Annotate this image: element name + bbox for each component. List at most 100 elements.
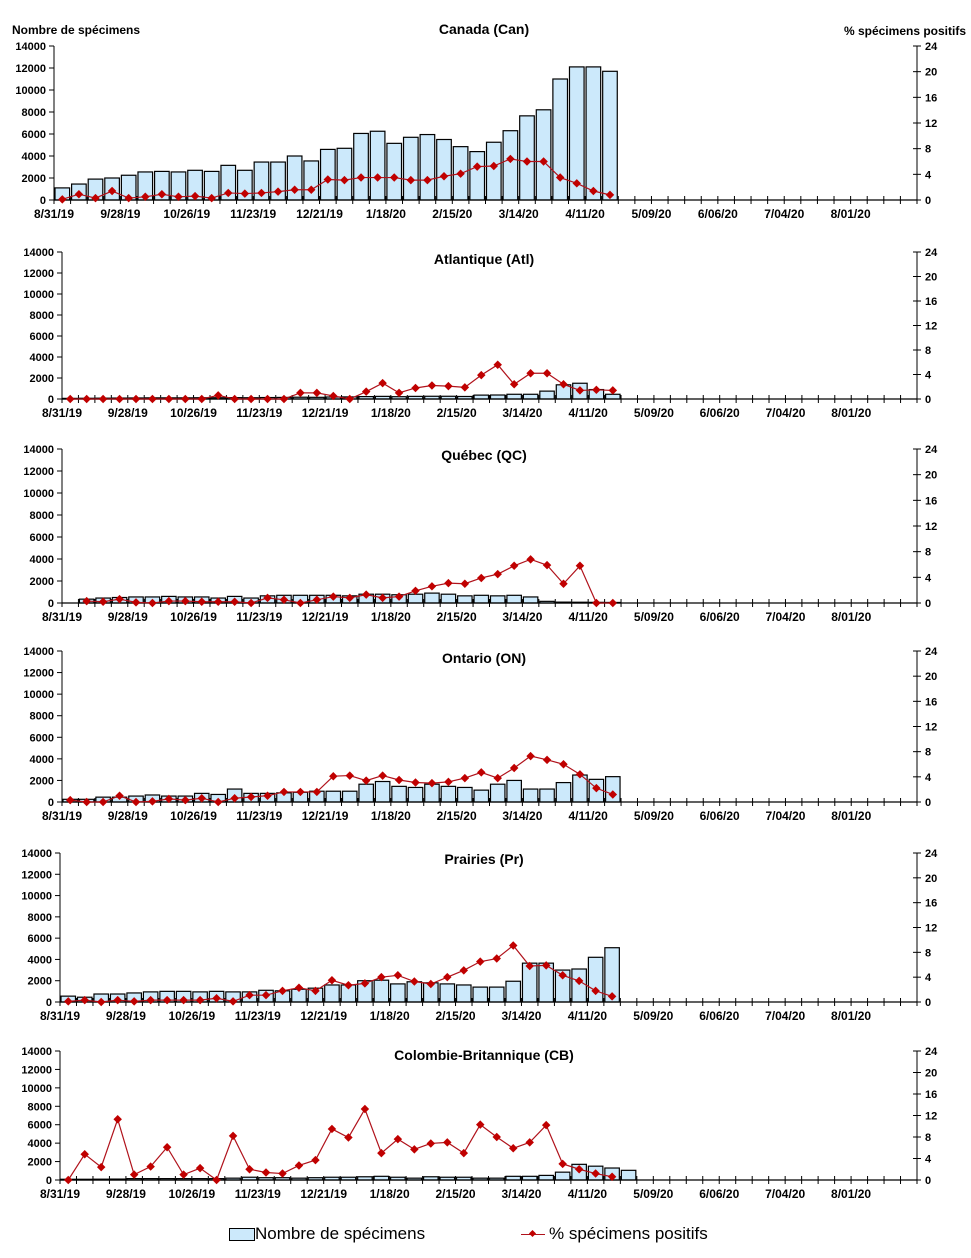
y-tick-label: 2000 [28,1157,52,1169]
chart-title: Ontario (ON) [442,650,526,666]
x-tick-label: 5/09/20 [634,809,674,823]
line-marker [591,986,600,996]
y2-tick-label: 4 [925,772,932,784]
y-tick-label: 0 [48,394,54,406]
line-marker [411,383,420,393]
x-tick-label: 10/26/19 [170,406,217,420]
y2-tick-label: 8 [925,947,931,959]
bar [391,785,407,803]
bar [522,596,539,604]
x-tick-label: 7/04/20 [765,1009,805,1023]
line-marker [312,388,322,398]
y-tick-label: 10000 [21,891,52,903]
x-tick-label: 8/31/19 [40,1009,80,1023]
y-tick-label: 12000 [23,268,54,280]
y-tick-label: 4000 [30,754,54,766]
y2-tick-label: 0 [925,1175,931,1187]
line-marker [340,175,349,185]
legend-item-bars: Nombre de spécimens [229,1224,425,1244]
line-marker [148,394,157,404]
bar [407,786,424,803]
x-tick-label: 10/26/19 [170,809,217,823]
line-marker [279,394,289,404]
x-tick-label: 6/06/20 [698,207,738,221]
y2-tick-label: 16 [925,696,937,708]
bar [407,593,424,604]
line-marker [345,771,354,780]
right-axis-title: % spécimens positifs [844,24,966,38]
y-tick-label: 6000 [28,933,52,945]
y2-tick-label: 24 [925,1046,938,1058]
bar [402,136,419,201]
x-tick-label: 7/04/20 [765,1187,805,1201]
line-marker [427,381,437,390]
y2-tick-label: 20 [925,671,937,683]
line-marker [493,773,502,783]
left-axis-title: Nombre de spécimens [12,23,140,37]
x-tick-label: 4/11/20 [568,406,608,420]
x-tick-label: 4/11/20 [565,207,605,221]
line-marker [558,1159,567,1169]
chart-title: Colombie-Britannique (CB) [394,1047,574,1063]
x-tick-label: 7/04/20 [765,610,805,624]
line-marker [492,1132,501,1142]
y2-tick-label: 12 [925,1111,937,1123]
line-marker [195,1163,205,1173]
y-tick-label: 0 [40,195,46,207]
line-marker [591,1169,600,1178]
x-tick-label: 3/14/20 [502,406,542,420]
line-marker [164,394,174,404]
y2-tick-label: 20 [925,1068,937,1080]
line-marker [345,593,354,603]
bar [489,595,506,604]
line-marker [439,172,449,181]
bar [369,130,386,201]
y-tick-label: 0 [46,997,52,1009]
x-tick-label: 6/06/20 [700,610,740,624]
y-tick-label: 2000 [30,775,54,787]
x-tick-label: 9/28/19 [106,1187,146,1201]
line-marker [378,378,387,388]
x-tick-label: 9/28/19 [108,610,148,624]
y2-tick-label: 16 [925,296,937,308]
line-marker [541,1120,551,1130]
line-marker [230,394,239,404]
line-marker [426,979,436,989]
y-tick-label: 8000 [22,107,46,119]
line-marker [460,773,470,783]
y-tick-label: 4000 [28,1138,52,1150]
line-marker [327,976,337,985]
y2-tick-label: 8 [925,345,931,357]
line-marker [261,1168,271,1177]
line-marker [290,185,299,194]
x-tick-label: 9/28/19 [100,207,140,221]
line-marker [542,369,552,378]
line-marker [98,394,108,404]
x-tick-label: 10/26/19 [163,207,210,221]
x-tick-label: 2/15/20 [436,1187,476,1201]
line-marker [129,1170,139,1179]
line-marker [427,778,437,788]
bar [436,138,452,201]
line-marker [411,586,420,596]
line-marker [394,775,404,785]
bar [324,984,340,1003]
legend: Nombre de spécimens % spécimens positifs [229,1224,789,1250]
line-marker [460,383,470,392]
bar [424,592,440,604]
line-marker [356,173,366,182]
y-tick-label: 14000 [23,444,54,456]
bar [506,393,522,400]
line-marker [327,1124,337,1134]
line-marker [472,162,482,171]
line-marker [197,394,207,404]
y-tick-label: 2000 [28,976,52,988]
x-tick-label: 8/31/19 [42,610,82,624]
line-marker [157,189,167,199]
line-marker [361,387,371,396]
legend-item-line: % spécimens positifs [521,1224,708,1244]
x-tick-label: 9/28/19 [106,1009,146,1023]
line-marker [592,385,601,395]
y-tick-label: 14000 [23,247,54,259]
line-marker [181,394,190,404]
